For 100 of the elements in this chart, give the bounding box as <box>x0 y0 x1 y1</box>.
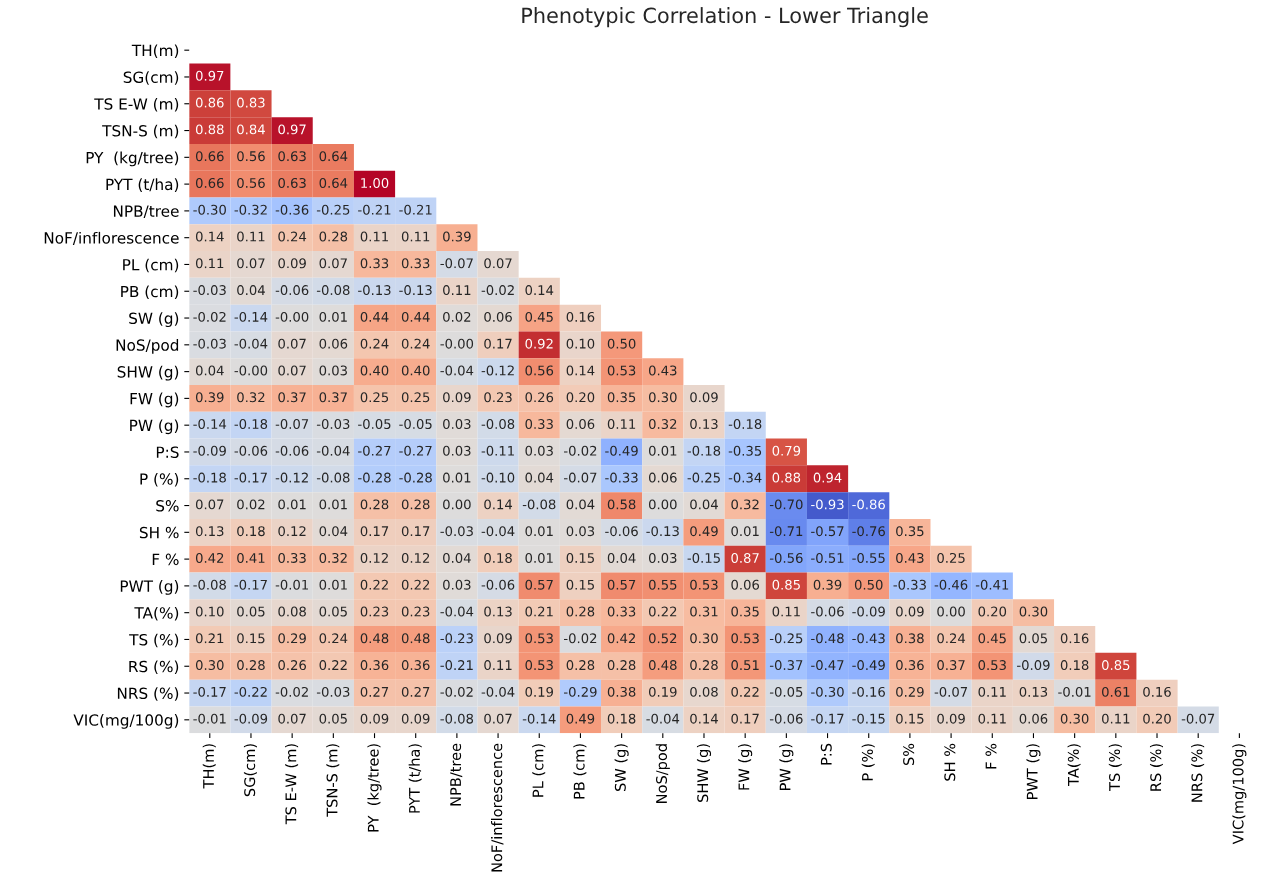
data-label: -0.09 <box>1017 660 1050 671</box>
data-label: 0.08 <box>690 686 718 697</box>
data-label: 0.11 <box>607 419 636 430</box>
data-label: 0.66 <box>195 151 224 162</box>
data-label: 0.28 <box>566 606 595 617</box>
x-tick-label: VIC(mg/100g) <box>1232 744 1247 845</box>
data-label: -0.49 <box>852 660 885 671</box>
data-label: -0.09 <box>852 606 885 617</box>
x-tick-label: F % <box>985 743 997 769</box>
data-label: 0.42 <box>195 552 224 563</box>
data-label: 0.22 <box>360 579 388 590</box>
data-label: -0.07 <box>564 472 597 483</box>
data-label: -0.16 <box>852 686 885 697</box>
data-label: -0.04 <box>481 686 515 697</box>
data-label: -0.12 <box>275 472 308 483</box>
data-label: 0.97 <box>195 70 224 81</box>
data-label: 0.18 <box>607 713 636 724</box>
data-label: 0.15 <box>237 633 265 644</box>
data-label: -0.08 <box>522 499 556 510</box>
data-label: 0.36 <box>360 660 389 671</box>
data-label: 0.49 <box>690 526 718 537</box>
data-label: 0.30 <box>1060 713 1089 724</box>
data-label: -0.47 <box>811 660 844 671</box>
data-label: 0.11 <box>237 231 265 242</box>
data-label: -0.86 <box>852 499 885 510</box>
data-label: 0.17 <box>731 713 759 724</box>
data-label: 0.04 <box>237 285 265 296</box>
data-label: 0.05 <box>319 606 347 617</box>
data-label: 0.24 <box>360 338 389 349</box>
data-label: -0.17 <box>234 579 267 590</box>
data-label: -0.06 <box>769 713 803 724</box>
y-tick-label: SH % <box>139 526 179 539</box>
data-label: 0.28 <box>607 660 636 671</box>
data-label: 0.20 <box>566 392 595 403</box>
data-label: 0.07 <box>319 258 347 269</box>
x-tick-label: SW (g) <box>614 744 629 791</box>
data-label: 0.29 <box>896 686 924 697</box>
data-label: 0.49 <box>566 713 595 724</box>
x-tick-label: TA(%) <box>1067 744 1081 786</box>
data-label: 0.28 <box>319 231 348 242</box>
data-label: 0.26 <box>525 392 554 403</box>
data-label: -0.02 <box>564 445 597 456</box>
data-label: 0.22 <box>731 686 759 697</box>
data-label: 0.06 <box>1019 713 1048 724</box>
data-label: 0.56 <box>237 151 265 162</box>
data-label: -0.56 <box>769 552 803 563</box>
data-label: 0.83 <box>237 97 265 108</box>
data-label: 0.24 <box>278 231 307 242</box>
data-label: 0.11 <box>401 231 430 242</box>
data-label: -0.43 <box>852 633 885 644</box>
data-label: 0.09 <box>443 392 471 403</box>
data-label: -0.06 <box>811 606 844 617</box>
data-label: 0.45 <box>978 633 1006 644</box>
data-label: 0.36 <box>896 660 924 671</box>
data-label: -0.08 <box>481 419 515 430</box>
data-label: 0.94 <box>813 472 842 483</box>
x-tick-label: RS (%) <box>1149 744 1163 791</box>
data-label: 0.09 <box>401 713 430 724</box>
data-label: 0.39 <box>443 231 471 242</box>
data-label: -0.21 <box>358 204 391 215</box>
data-label: -0.08 <box>316 472 350 483</box>
data-label: 0.56 <box>237 177 265 188</box>
data-label: -0.09 <box>234 713 268 724</box>
data-label: 0.04 <box>690 499 718 510</box>
data-label: 0.53 <box>731 633 759 644</box>
data-label: 0.32 <box>648 419 677 430</box>
data-label: 0.11 <box>195 258 224 269</box>
data-label: 0.24 <box>401 338 430 349</box>
data-label: -0.33 <box>893 579 926 590</box>
y-tick-label: NoS/pod <box>116 339 179 354</box>
y-tick-label: RS (%) <box>129 660 179 675</box>
data-label: 0.01 <box>525 552 553 563</box>
data-label: 0.25 <box>360 392 389 403</box>
data-label: 0.39 <box>813 579 842 590</box>
data-label: 0.85 <box>772 579 800 590</box>
data-label: 0.64 <box>319 151 348 162</box>
data-label: 0.01 <box>648 445 677 456</box>
data-label: -0.03 <box>440 526 473 537</box>
data-label: 0.14 <box>195 231 224 242</box>
data-label: 0.15 <box>896 713 924 724</box>
data-label: 0.63 <box>278 151 306 162</box>
data-label: -0.06 <box>605 526 638 537</box>
y-tick-label: SHW (g) <box>117 365 179 381</box>
y-tick-label: SW (g) <box>129 312 179 328</box>
y-tick-label: S% <box>156 500 179 512</box>
x-tick-label: NoS/pod <box>655 744 670 803</box>
data-label: 0.18 <box>237 526 265 537</box>
data-label: 0.53 <box>690 579 718 590</box>
data-label: 0.01 <box>443 472 471 483</box>
data-label: 0.24 <box>319 633 348 644</box>
data-label: 0.53 <box>525 660 553 671</box>
data-label: -0.27 <box>358 445 391 456</box>
data-label: 0.17 <box>401 526 430 537</box>
data-label: 0.16 <box>1143 686 1171 697</box>
data-label: 0.07 <box>484 713 512 724</box>
data-label: -0.37 <box>769 660 803 671</box>
data-label: 0.42 <box>607 633 635 644</box>
data-label: 0.32 <box>237 392 265 403</box>
x-tick-label: P:S <box>820 743 832 765</box>
data-label: 0.86 <box>195 97 224 108</box>
